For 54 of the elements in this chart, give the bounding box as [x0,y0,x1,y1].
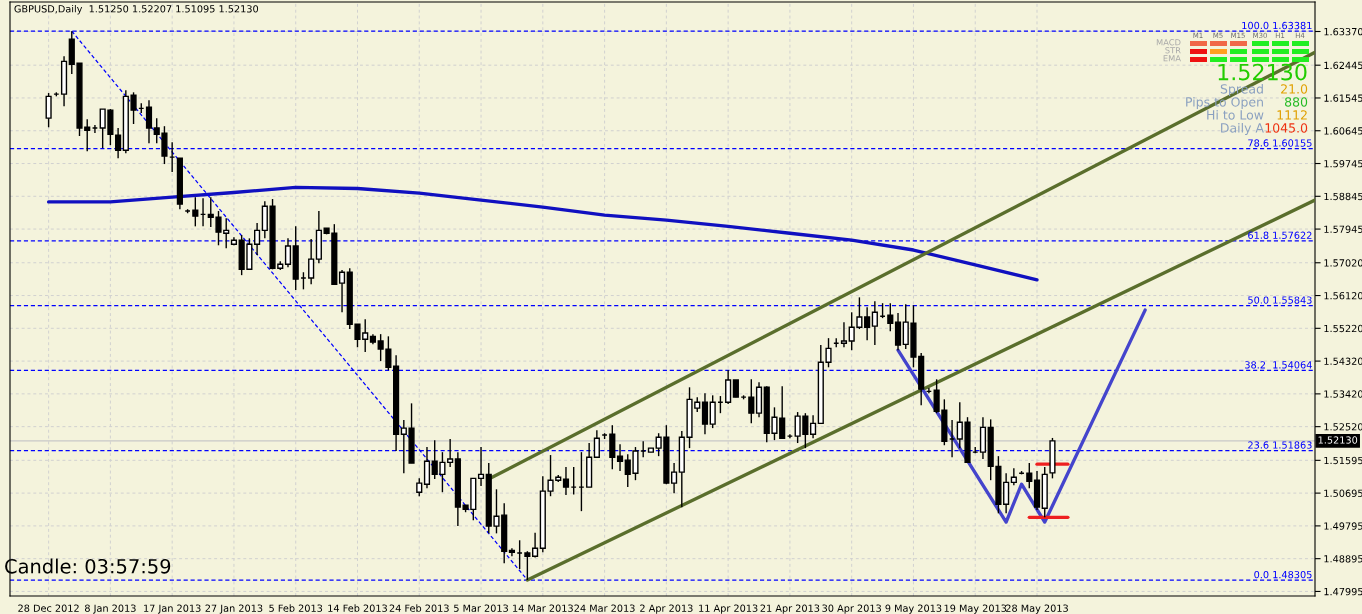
annotation: 1045.0 [1265,123,1308,133]
y-tick-label: 1.63370 [1324,27,1362,36]
x-tick-label: 8 Jan 2013 [85,604,136,614]
y-tick-label: 1.56120 [1324,292,1362,300]
annotation: Daily A [1221,122,1264,136]
annotation: EMA [1163,55,1181,62]
y-tick-label: 1.60645 [1324,127,1362,135]
x-tick-label: 30 Apr 2013 [822,604,881,614]
x-tick-label: 17 Jan 2013 [144,604,201,614]
y-tick-label: 1.61545 [1324,94,1362,102]
ref-line-label: 23.6 1.51863 [1248,441,1312,449]
x-tick-label: 28 Dec 2012 [18,604,79,612]
x-tick-label: 2 Apr 2013 [640,604,693,614]
y-tick-label: 1.52520 [1324,423,1362,431]
x-tick-label: 5 Mar 2013 [454,604,508,612]
y-tick-label: 1.48895 [1324,555,1362,563]
annotation: 880 [1284,97,1308,107]
x-tick-label: 19 May 2013 [944,604,1007,614]
annotation: 1112 [1277,110,1307,120]
x-tick-label: 24 Mar 2013 [574,604,635,612]
x-tick-label: 28 May 2013 [1006,604,1068,614]
ref-line-label: 50.0 1.55843 [1248,296,1312,304]
y-tick-label: 1.49795 [1324,522,1362,530]
ref-line-label: 78.6 1.60155 [1248,139,1312,147]
x-tick-label: 11 Apr 2013 [699,604,758,614]
y-tick-label: 1.51595 [1324,456,1362,465]
ref-line-label: 0.0 1.48305 [1254,570,1312,579]
ref-line-label: 100.0 1.63381 [1242,21,1312,30]
y-tick-label: 1.47995 [1324,587,1362,596]
x-tick-label: 24 Feb 2013 [389,604,449,612]
ref-line-label: 1.52130 [1318,436,1358,444]
y-tick-label: 1.57020 [1324,259,1362,267]
y-tick-label: 1.58845 [1324,192,1362,201]
y-tick-label: 1.55220 [1324,324,1362,333]
annotation: Hi to Low [1207,109,1264,120]
annotation: STR [1165,47,1181,54]
x-tick-label: 21 Apr 2013 [760,604,820,614]
y-tick-label: 1.59745 [1324,160,1362,168]
annotation: 21.0 [1281,84,1308,94]
ref-line-label: 38.2 1.54064 [1245,361,1312,369]
x-tick-label: 9 May 2013 [885,604,942,614]
y-tick-label: 1.50695 [1324,489,1362,497]
y-tick-label: 1.62445 [1324,61,1362,70]
annotation: MACD [1156,39,1181,46]
y-tick-label: 1.54320 [1324,357,1362,365]
annotation: Pips to Open [1186,96,1263,110]
y-tick-label: 1.53420 [1324,390,1362,398]
ref-line-label: 61.8 1.57622 [1248,231,1312,239]
y-tick-label: 1.57945 [1324,225,1362,233]
x-tick-label: 5 Feb 2013 [269,604,323,612]
x-tick-label: 14 Feb 2013 [328,604,387,612]
x-tick-label: 27 Jan 2013 [205,604,263,614]
x-tick-label: 14 Mar 2013 [513,604,573,612]
chart-title: GBPUSD,Daily 1.51250 1.52207 1.51095 1.52130 [14,4,259,15]
